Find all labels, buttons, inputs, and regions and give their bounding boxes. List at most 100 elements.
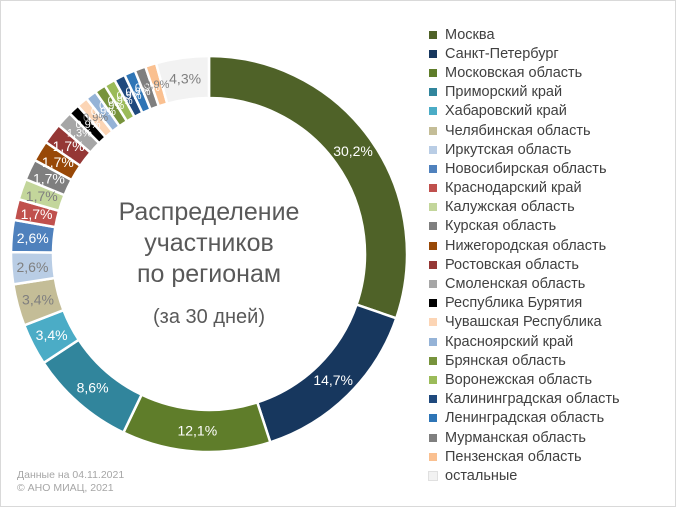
legend-label: Краснодарский край — [445, 180, 582, 197]
data-label-9: 1,7% — [26, 188, 58, 204]
legend-label: Челябинская область — [445, 122, 591, 139]
legend-item-0: Москва — [429, 25, 673, 44]
legend-item-7: Новосибирская область — [429, 159, 673, 178]
legend-label: Республика Бурятия — [445, 295, 583, 312]
legend-swatch — [429, 30, 437, 39]
legend-item-3: Приморский край — [429, 83, 673, 102]
data-label-17: 0,9% — [99, 100, 124, 112]
legend-swatch — [429, 88, 437, 97]
legend-swatch — [429, 318, 437, 327]
data-label-23: 4,3% — [169, 71, 201, 87]
data-label-3: 8,6% — [77, 379, 109, 395]
donut-slices — [9, 54, 409, 454]
legend-swatch — [429, 68, 437, 77]
legend-item-22: Пензенская область — [429, 447, 673, 466]
legend-swatch — [429, 375, 437, 384]
copyright-note: © АНО МИАЦ, 2021 — [17, 482, 114, 494]
legend-item-17: Брянская область — [429, 351, 673, 370]
legend-swatch — [429, 337, 437, 346]
chart-title: Распределение участников по регионам — [118, 198, 300, 288]
legend-item-10: Курская область — [429, 217, 673, 236]
data-label-15: 0,9% — [83, 112, 108, 124]
legend-label: Чувашская Республика — [445, 314, 602, 331]
data-label-13: 1,3% — [67, 127, 92, 139]
legend-label: Москва — [445, 26, 495, 43]
data-label-10: 1,7% — [33, 170, 65, 186]
legend-item-13: Смоленская область — [429, 274, 673, 293]
legend-swatch — [429, 280, 437, 289]
data-label-8: 1,7% — [21, 206, 53, 222]
legend-label: Мурманская область — [445, 429, 586, 446]
legend-swatch — [429, 49, 437, 58]
legend-label: Приморский край — [445, 84, 563, 101]
legend-item-4: Хабаровский край — [429, 102, 673, 121]
donut-slice-23 — [154, 54, 211, 106]
legend-swatch — [429, 414, 437, 423]
data-label-5: 3,4% — [22, 292, 54, 308]
data-label-0: 30,2% — [333, 143, 373, 159]
legend-item-21: Мурманская область — [429, 428, 673, 447]
legend-swatch — [428, 470, 438, 481]
donut-data-labels: 30,2%14,7%12,1%8,6%3,4%3,4%2,6%2,6%1,7%1… — [17, 71, 373, 439]
legend-item-18: Воронежская область — [429, 370, 673, 389]
legend-swatch — [429, 395, 437, 404]
data-label-7: 2,6% — [17, 230, 49, 246]
legend-label: Новосибирская область — [445, 160, 607, 177]
legend-item-5: Челябинская область — [429, 121, 673, 140]
data-label-11: 1,7% — [42, 154, 74, 170]
legend-swatch — [429, 164, 437, 173]
legend-swatch — [429, 260, 437, 269]
center-caption: Распределение участников по регионам (за… — [89, 197, 329, 329]
data-label-16: 0,9% — [91, 106, 116, 118]
legend-swatch — [429, 184, 437, 193]
data-date-note: Данные на 04.11.2021 — [17, 469, 125, 481]
footnote: Данные на 04.11.2021 © АНО МИАЦ, 2021 — [17, 469, 124, 495]
legend-item-8: Краснодарский край — [429, 179, 673, 198]
legend-swatch — [429, 203, 437, 212]
legend-item-9: Калужская область — [429, 198, 673, 217]
legend-item-1: Санкт-Петербург — [429, 44, 673, 63]
data-label-4: 3,4% — [36, 327, 68, 343]
legend-swatch — [429, 222, 437, 231]
legend-item-12: Ростовская область — [429, 255, 673, 274]
legend-label: Санкт-Петербург — [445, 45, 559, 62]
legend-swatch — [429, 356, 437, 365]
legend-label: Смоленская область — [445, 276, 586, 293]
legend-label: Московская область — [445, 64, 583, 81]
legend-label: Калужская область — [445, 199, 575, 216]
data-label-6: 2,6% — [17, 259, 49, 275]
legend-label: Воронежская область — [445, 371, 593, 388]
legend-label: Ленинградская область — [445, 410, 605, 427]
data-label-22: 0,9% — [144, 79, 169, 91]
legend-item-15: Чувашская Республика — [429, 313, 673, 332]
legend-label: Красноярский край — [445, 333, 574, 350]
legend-item-11: Нижегородская область — [429, 236, 673, 255]
legend-label: Ростовская область — [445, 256, 579, 273]
data-label-2: 12,1% — [177, 423, 217, 439]
legend-swatch — [429, 145, 437, 154]
legend-swatch — [429, 299, 437, 308]
chart-legend: Москва Санкт-Петербург Московская область П… — [428, 25, 673, 486]
legend-item-19: Калининградская область — [429, 390, 673, 409]
data-label-18: 0,9% — [108, 95, 133, 107]
legend-swatch — [429, 126, 437, 135]
data-label-12: 1,7% — [53, 138, 85, 154]
legend-label: Калининградская область — [445, 391, 620, 408]
legend-item-6: Иркутская область — [429, 140, 673, 159]
legend-swatch — [429, 433, 437, 442]
legend-item-2: Московская область — [429, 63, 673, 82]
data-label-20: 0,9% — [126, 86, 151, 98]
legend-swatch — [429, 452, 437, 461]
data-label-21: 0,9% — [135, 82, 160, 94]
legend-label: остальные — [445, 467, 518, 484]
data-label-1: 14,7% — [313, 372, 353, 388]
legend-item-20: Ленинградская область — [429, 409, 673, 428]
legend-label: Пензенская область — [445, 448, 582, 465]
legend-swatch — [429, 241, 437, 250]
legend-item-23: остальные — [428, 466, 673, 485]
legend-label: Брянская область — [445, 352, 566, 369]
chart-subtitle: (за 30 дней) — [153, 306, 265, 328]
legend-label: Иркутская область — [445, 141, 572, 158]
